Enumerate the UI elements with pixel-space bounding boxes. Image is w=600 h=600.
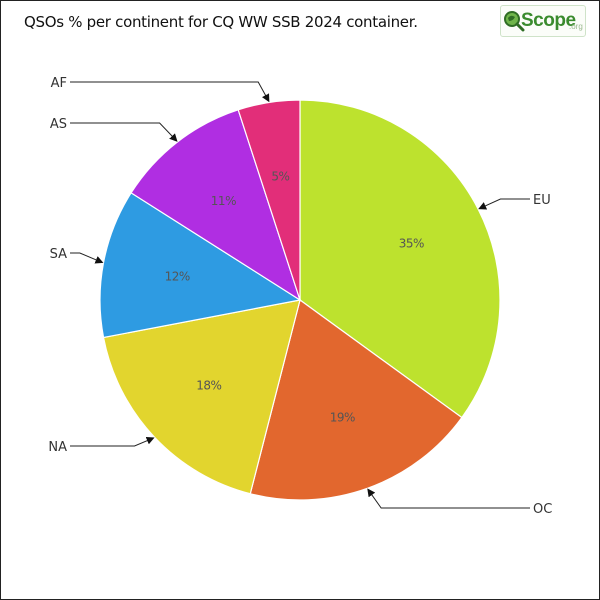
chart-title: QSOs % per continent for CQ WW SSB 2024 …: [24, 13, 418, 31]
leader-line-af: [70, 81, 270, 103]
leader-line-sa: [70, 252, 104, 264]
slice-category-label-as: AS: [50, 117, 67, 132]
slice-percent-label-as: 11%: [211, 194, 236, 208]
slice-percent-label-eu: 35%: [399, 236, 424, 250]
slice-category-label-na: NA: [48, 440, 67, 455]
pie-slice-sa[interactable]: [99, 192, 302, 339]
leader-line-eu: [478, 198, 530, 210]
slice-percent-label-oc: 19%: [330, 411, 355, 425]
leader-line-oc: [367, 488, 530, 509]
leader-line-as: [70, 122, 178, 142]
leader-line-na: [70, 436, 155, 447]
pie-slice-na[interactable]: [102, 299, 301, 495]
slice-percent-label-af: 5%: [271, 170, 289, 184]
logo-name: Scope: [521, 10, 576, 31]
logo-suffix: .org: [569, 22, 583, 31]
pie-slice-oc[interactable]: [249, 298, 463, 501]
slice-category-label-eu: EU: [533, 193, 551, 208]
pie-slice-af[interactable]: [237, 99, 301, 301]
slice-category-label-sa: SA: [50, 247, 67, 262]
pie-slice-as[interactable]: [130, 109, 302, 302]
slice-percent-label-na: 18%: [196, 379, 221, 393]
slice-category-label-af: AF: [51, 76, 67, 91]
magnifier-globe-icon: [504, 11, 525, 32]
qscope-logo[interactable]: Scope .org: [500, 5, 586, 37]
slice-percent-label-sa: 12%: [165, 270, 190, 284]
slice-category-label-oc: OC: [533, 502, 552, 517]
